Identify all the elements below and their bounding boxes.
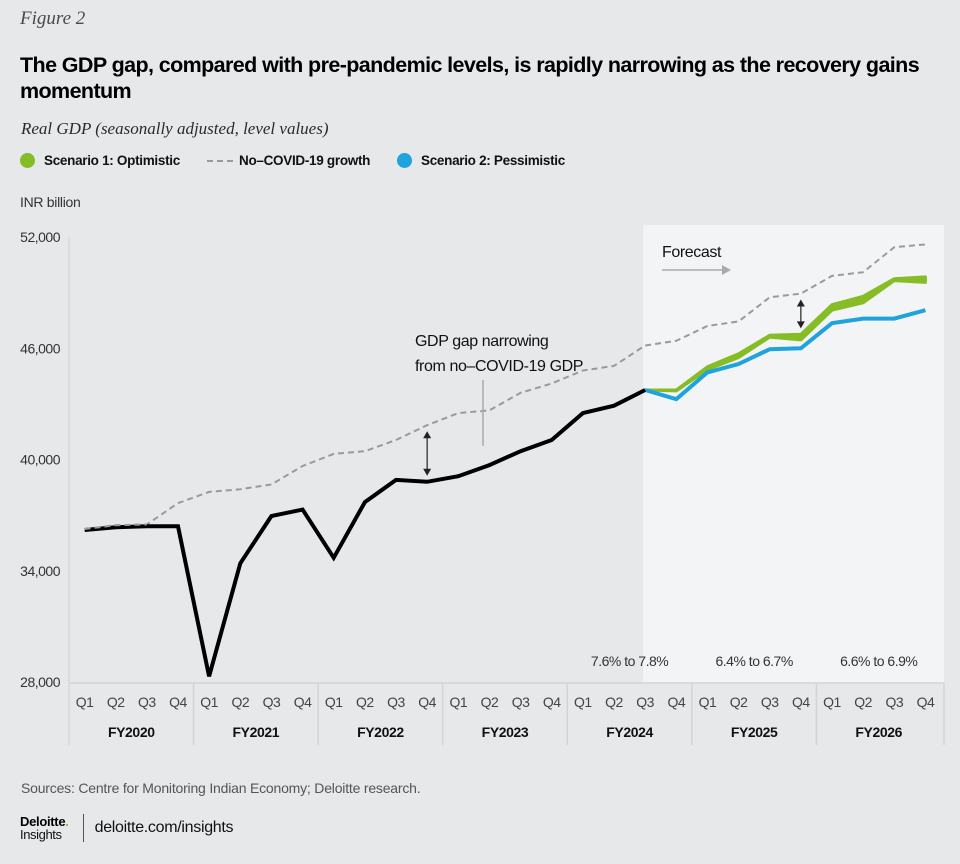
quarter-label: Q1 [823, 694, 841, 710]
footer-link[interactable]: deloitte.com/insights [94, 819, 234, 836]
logo-sub-text: Insights [20, 827, 62, 842]
y-tick-label: 52,000 [20, 229, 61, 245]
y-tick-label: 46,000 [20, 340, 61, 356]
series-line-no-covid-overlap [84, 523, 147, 530]
legend-dash-icon [207, 159, 233, 162]
quarter-label: Q2 [231, 694, 249, 710]
fiscal-year-label: FY2023 [482, 724, 529, 740]
arrow-head-down-icon [423, 468, 432, 476]
fiscal-year-label: FY2020 [108, 724, 155, 740]
figure-label: Figure 2 [20, 8, 86, 29]
series-band-optimistic [643, 275, 927, 393]
footer: Deloitte. Insights deloitte.com/insights [20, 814, 234, 842]
quarter-label: Q3 [512, 694, 530, 710]
fiscal-year-label: FY2021 [233, 724, 280, 740]
legend-item-no-covid: No–COVID-19 growth [207, 153, 370, 168]
forecast-region [643, 225, 944, 683]
footer-divider [82, 814, 84, 842]
series-line-actual [84, 388, 647, 677]
arrow-head-up-icon [423, 431, 432, 439]
y-tick-label: 28,000 [20, 674, 61, 690]
quarter-label: Q1 [325, 694, 343, 710]
quarter-label: Q1 [699, 694, 717, 710]
quarter-label: Q4 [792, 694, 810, 710]
quarter-label: Q4 [294, 694, 312, 710]
y-tick-label: 40,000 [20, 452, 61, 468]
quarter-label: Q3 [263, 694, 281, 710]
legend-dot-blue-icon [397, 153, 412, 168]
quarter-label: Q2 [854, 694, 872, 710]
series-line-pessimistic [644, 308, 926, 402]
quarter-label: Q1 [76, 694, 94, 710]
forecast-arrow-head-icon [722, 265, 731, 275]
fiscal-year-label: FY2024 [606, 724, 653, 740]
gap-annotation-text: from no–COVID-19 GDP [415, 358, 583, 375]
gap-arrow-fy2025 [796, 299, 805, 329]
quarter-label: Q3 [761, 694, 779, 710]
legend-label: No–COVID-19 growth [239, 153, 371, 168]
quarter-label: Q3 [138, 694, 156, 710]
series-line-no-covid [84, 243, 926, 530]
forecast-label: Forecast [662, 244, 722, 261]
quarter-label: Q4 [667, 694, 685, 710]
chart-subtitle: Real GDP (seasonally adjusted, level val… [21, 119, 329, 138]
quarter-label: Q4 [169, 694, 187, 710]
quarter-label: Q4 [418, 694, 436, 710]
quarter-label: Q3 [636, 694, 654, 710]
deloitte-insights-logo: Deloitte. Insights [20, 815, 69, 841]
quarter-label: Q2 [356, 694, 374, 710]
sources-note: Sources: Centre for Monitoring Indian Ec… [21, 780, 421, 796]
legend-item-optimistic: Scenario 1: Optimistic [20, 153, 180, 168]
y-axis-unit-label: INR billion [20, 194, 81, 210]
growth-range-label: 6.6% to 6.9% [840, 653, 917, 669]
quarter-label: Q1 [449, 694, 467, 710]
quarter-label: Q4 [543, 694, 561, 710]
arrow-head-down-icon [796, 321, 805, 329]
quarter-label: Q3 [387, 694, 405, 710]
legend-dot-green-icon [20, 153, 35, 168]
quarter-label: Q2 [605, 694, 623, 710]
quarter-label: Q4 [917, 694, 935, 710]
growth-range-label: 6.4% to 6.7% [716, 653, 793, 669]
fiscal-year-label: FY2022 [357, 724, 404, 740]
growth-range-label: 7.6% to 7.8% [591, 653, 668, 669]
quarter-label: Q2 [730, 694, 748, 710]
quarter-label: Q2 [107, 694, 125, 710]
logo-dot: . [65, 814, 69, 829]
quarter-label: Q1 [574, 694, 592, 710]
y-tick-label: 34,000 [20, 563, 61, 579]
legend-label: Scenario 1: Optimistic [44, 153, 180, 168]
fiscal-year-label: FY2025 [731, 724, 778, 740]
quarter-label: Q3 [885, 694, 903, 710]
quarter-label: Q2 [481, 694, 499, 710]
arrow-head-up-icon [796, 299, 805, 307]
gap-annotation-text: GDP gap narrowing [415, 333, 548, 350]
legend-item-pessimistic: Scenario 2: Pessimistic [397, 153, 565, 168]
logo-main-text: Deloitte [20, 814, 66, 829]
quarter-label: Q1 [200, 694, 218, 710]
gap-arrow-fy2022 [423, 431, 432, 476]
chart-title: The GDP gap, compared with pre-pandemic … [20, 53, 920, 103]
legend-label: Scenario 2: Pessimistic [421, 153, 565, 168]
fiscal-year-label: FY2026 [855, 724, 902, 740]
